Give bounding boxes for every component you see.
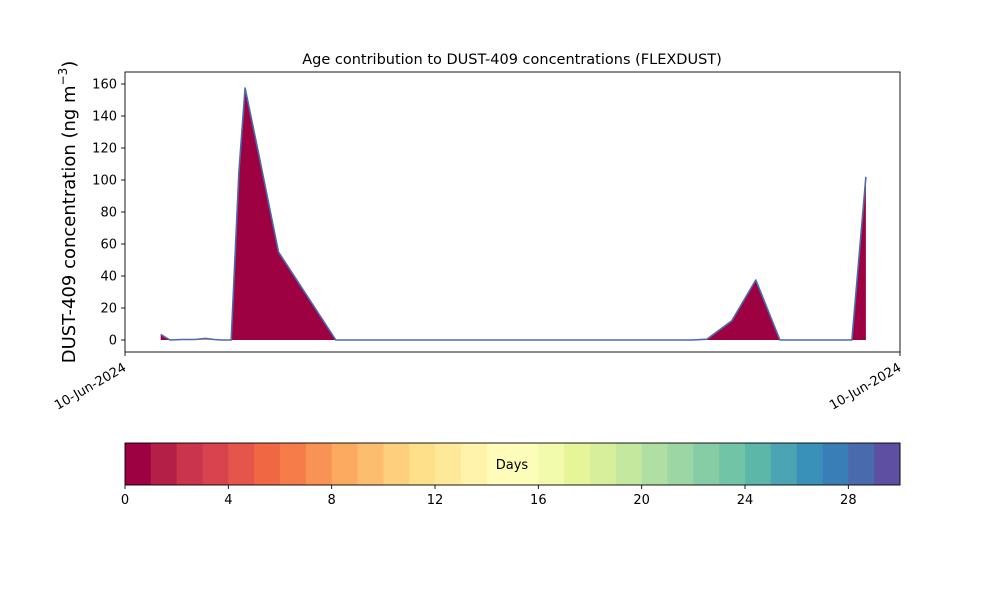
colorbar-label: Days	[496, 458, 529, 473]
colorbar-segment	[150, 443, 178, 485]
colorbar-segment	[280, 443, 307, 485]
colorbar-segment	[409, 443, 436, 485]
colorbar-tick-label: 28	[840, 493, 857, 508]
colorbar-segment	[770, 443, 798, 485]
y-axis-label: DUST-409 concentration (ng m−3)	[56, 61, 80, 364]
y-tick-label: 0	[109, 334, 117, 349]
axes: 0 20 40 60 80 100 120 140 160 10-Jun-2024 10-Jun-2…	[52, 71, 904, 413]
colorbar-segment	[125, 443, 152, 485]
colorbar-segment	[745, 443, 772, 485]
colorbar-segment	[176, 443, 203, 485]
y-tick-label: 80	[100, 206, 117, 221]
colorbar-segment	[822, 443, 849, 485]
colorbar-tick-label: 4	[224, 493, 232, 508]
colorbar-segment	[538, 443, 565, 485]
y-axis-label-close: )	[59, 61, 80, 68]
colorbar-segment	[228, 443, 255, 485]
colorbar-tick-label: 8	[328, 493, 336, 508]
colorbar-tick-label: 20	[633, 493, 650, 508]
colorbar-segment	[305, 443, 333, 485]
colorbar-tick-label: 24	[737, 493, 754, 508]
colorbar-segment	[512, 443, 539, 485]
colorbar-segment	[254, 443, 281, 485]
x-tick-label: 10-Jun-2024	[827, 360, 904, 413]
colorbar-tick-label: 16	[530, 493, 547, 508]
colorbar-frame	[124, 442, 901, 486]
total-line	[160, 87, 867, 341]
chart-title: Age contribution to DUST-409 concentrati…	[302, 52, 722, 68]
colorbar-segment	[331, 443, 358, 485]
colorbar-segment	[383, 443, 410, 485]
y-tick-label: 60	[100, 238, 117, 253]
colorbar-segment	[667, 443, 694, 485]
colorbar-segment	[435, 443, 462, 485]
y-tick-label: 40	[100, 270, 117, 285]
y-tick-label: 140	[92, 110, 117, 125]
y-tick-label: 120	[92, 142, 117, 157]
colorbar-segment	[848, 443, 875, 485]
colorbar-tick-label: 0	[121, 493, 129, 508]
colorbar: Days 0 4 8 12 16 20 24 28	[121, 442, 901, 508]
y-axis-label-main: DUST-409 concentration (ng m	[59, 85, 80, 363]
colorbar-segment	[719, 443, 746, 485]
colorbar-segment	[202, 443, 229, 485]
colorbar-segment	[590, 443, 617, 485]
y-tick-label: 20	[100, 302, 117, 317]
series-area-0	[160, 88, 866, 340]
colorbar-segment	[564, 443, 591, 485]
y-axis-label-superscript: −3	[56, 68, 70, 86]
y-tick-label: 160	[92, 78, 117, 93]
colorbar-segment	[693, 443, 720, 485]
colorbar-tick-label: 12	[427, 493, 444, 508]
y-tick-label: 100	[92, 174, 117, 189]
plot-area	[160, 87, 867, 341]
colorbar-segment	[460, 443, 488, 485]
colorbar-segment	[357, 443, 384, 485]
colorbar-segment	[486, 443, 513, 485]
colorbar-segment	[641, 443, 668, 485]
x-tick-label: 10-Jun-2024	[52, 360, 129, 413]
colorbar-segment	[615, 443, 643, 485]
colorbar-segment	[874, 443, 901, 485]
colorbar-segment	[796, 443, 823, 485]
